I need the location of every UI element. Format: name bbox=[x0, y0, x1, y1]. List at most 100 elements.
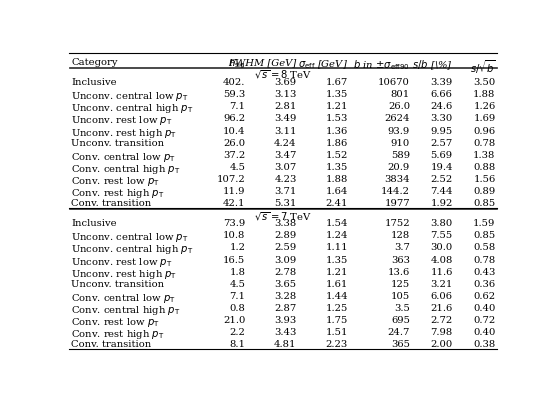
Text: Unconv. rest low $p_{\rm T}$: Unconv. rest low $p_{\rm T}$ bbox=[71, 115, 173, 127]
Text: 3.09: 3.09 bbox=[274, 255, 296, 265]
Text: FWHM [GeV]: FWHM [GeV] bbox=[229, 58, 296, 67]
Text: 9.95: 9.95 bbox=[431, 127, 453, 135]
Text: 11.9: 11.9 bbox=[223, 187, 245, 196]
Text: 0.8: 0.8 bbox=[230, 304, 245, 313]
Text: 3.38: 3.38 bbox=[274, 219, 296, 228]
Text: 3.50: 3.50 bbox=[473, 78, 496, 87]
Text: 7.1: 7.1 bbox=[229, 292, 245, 301]
Text: 21.6: 21.6 bbox=[431, 304, 453, 313]
Text: 1.8: 1.8 bbox=[229, 268, 245, 277]
Text: $b$ in $\pm\sigma_{\rm eff90}$: $b$ in $\pm\sigma_{\rm eff90}$ bbox=[353, 58, 410, 72]
Text: 1.64: 1.64 bbox=[326, 187, 348, 196]
Text: 1.38: 1.38 bbox=[473, 150, 496, 160]
Text: $s/\sqrt{b}$: $s/\sqrt{b}$ bbox=[470, 58, 496, 76]
Text: $n_{\rm sig}$: $n_{\rm sig}$ bbox=[227, 58, 245, 71]
Text: 0.38: 0.38 bbox=[473, 340, 496, 349]
Text: 589: 589 bbox=[391, 150, 410, 160]
Text: 1.35: 1.35 bbox=[326, 90, 348, 99]
Text: 1.86: 1.86 bbox=[326, 139, 348, 148]
Text: 73.9: 73.9 bbox=[223, 219, 245, 228]
Text: 0.89: 0.89 bbox=[473, 187, 496, 196]
Text: 1.35: 1.35 bbox=[326, 255, 348, 265]
Text: Unconv. rest high $p_{\rm T}$: Unconv. rest high $p_{\rm T}$ bbox=[71, 268, 177, 280]
Text: 107.2: 107.2 bbox=[216, 175, 245, 184]
Text: Conv. rest low $p_{\rm T}$: Conv. rest low $p_{\rm T}$ bbox=[71, 175, 160, 188]
Text: 3.71: 3.71 bbox=[274, 187, 296, 196]
Text: 2.2: 2.2 bbox=[230, 328, 245, 337]
Text: 3.07: 3.07 bbox=[274, 163, 296, 172]
Text: 4.24: 4.24 bbox=[274, 139, 296, 148]
Text: 0.85: 0.85 bbox=[473, 232, 496, 240]
Text: 1.51: 1.51 bbox=[326, 328, 348, 337]
Text: 0.78: 0.78 bbox=[473, 255, 496, 265]
Text: 0.96: 0.96 bbox=[474, 127, 496, 135]
Text: 1.92: 1.92 bbox=[431, 199, 453, 208]
Text: Inclusive: Inclusive bbox=[71, 219, 117, 228]
Text: 0.58: 0.58 bbox=[473, 243, 496, 252]
Text: 3.28: 3.28 bbox=[274, 292, 296, 301]
Text: $s/b$ [\%]: $s/b$ [\%] bbox=[412, 58, 453, 71]
Text: 1.52: 1.52 bbox=[326, 150, 348, 160]
Text: Unconv. rest low $p_{\rm T}$: Unconv. rest low $p_{\rm T}$ bbox=[71, 255, 173, 268]
Text: 2.00: 2.00 bbox=[431, 340, 453, 349]
Text: 3.7: 3.7 bbox=[394, 243, 410, 252]
Text: 3.5: 3.5 bbox=[394, 304, 410, 313]
Text: 1.2: 1.2 bbox=[229, 243, 245, 252]
Text: 2.87: 2.87 bbox=[274, 304, 296, 313]
Text: 7.55: 7.55 bbox=[431, 232, 453, 240]
Text: 3.13: 3.13 bbox=[274, 90, 296, 99]
Text: Unconv. rest high $p_{\rm T}$: Unconv. rest high $p_{\rm T}$ bbox=[71, 127, 177, 140]
Text: 0.62: 0.62 bbox=[474, 292, 496, 301]
Text: 6.66: 6.66 bbox=[431, 90, 453, 99]
Text: 1.21: 1.21 bbox=[326, 102, 348, 111]
Text: 1.11: 1.11 bbox=[325, 243, 348, 252]
Text: 3.47: 3.47 bbox=[274, 150, 296, 160]
Text: 16.5: 16.5 bbox=[223, 255, 245, 265]
Text: 0.40: 0.40 bbox=[473, 304, 496, 313]
Text: 1.24: 1.24 bbox=[326, 232, 348, 240]
Text: Conv. central high $p_{\rm T}$: Conv. central high $p_{\rm T}$ bbox=[71, 163, 181, 176]
Text: 5.69: 5.69 bbox=[431, 150, 453, 160]
Text: 1.44: 1.44 bbox=[325, 292, 348, 301]
Text: 144.2: 144.2 bbox=[381, 187, 410, 196]
Text: 21.0: 21.0 bbox=[223, 316, 245, 325]
Text: 10.4: 10.4 bbox=[223, 127, 245, 135]
Text: 3.11: 3.11 bbox=[274, 127, 296, 135]
Text: 4.81: 4.81 bbox=[274, 340, 296, 349]
Text: 26.0: 26.0 bbox=[223, 139, 245, 148]
Text: Unconv. central high $p_{\rm T}$: Unconv. central high $p_{\rm T}$ bbox=[71, 243, 193, 257]
Text: 363: 363 bbox=[391, 255, 410, 265]
Text: 1.75: 1.75 bbox=[326, 316, 348, 325]
Text: Conv. rest low $p_{\rm T}$: Conv. rest low $p_{\rm T}$ bbox=[71, 316, 160, 329]
Text: 6.06: 6.06 bbox=[431, 292, 453, 301]
Text: Conv. transition: Conv. transition bbox=[71, 199, 151, 208]
Text: 2.81: 2.81 bbox=[274, 102, 296, 111]
Text: 2.23: 2.23 bbox=[326, 340, 348, 349]
Text: 59.3: 59.3 bbox=[223, 90, 245, 99]
Text: 2.52: 2.52 bbox=[431, 175, 453, 184]
Text: Conv. central low $p_{\rm T}$: Conv. central low $p_{\rm T}$ bbox=[71, 292, 176, 305]
Text: 5.31: 5.31 bbox=[274, 199, 296, 208]
Text: Unconv. central low $p_{\rm T}$: Unconv. central low $p_{\rm T}$ bbox=[71, 90, 189, 103]
Text: 0.40: 0.40 bbox=[473, 328, 496, 337]
Text: 0.36: 0.36 bbox=[474, 280, 496, 289]
Text: 1.59: 1.59 bbox=[473, 219, 496, 228]
Text: 11.6: 11.6 bbox=[431, 268, 453, 277]
Text: 2.57: 2.57 bbox=[431, 139, 453, 148]
Text: 1.35: 1.35 bbox=[326, 163, 348, 172]
Text: 3.30: 3.30 bbox=[431, 115, 453, 123]
Text: Unconv. central high $p_{\rm T}$: Unconv. central high $p_{\rm T}$ bbox=[71, 102, 193, 115]
Text: 3.43: 3.43 bbox=[274, 328, 296, 337]
Text: 1977: 1977 bbox=[384, 199, 410, 208]
Text: 4.23: 4.23 bbox=[274, 175, 296, 184]
Text: 4.08: 4.08 bbox=[431, 255, 453, 265]
Text: 1.21: 1.21 bbox=[326, 268, 348, 277]
Text: Conv. transition: Conv. transition bbox=[71, 340, 151, 349]
Text: 8.1: 8.1 bbox=[229, 340, 245, 349]
Text: 1.61: 1.61 bbox=[326, 280, 348, 289]
Text: 24.6: 24.6 bbox=[431, 102, 453, 111]
Text: Inclusive: Inclusive bbox=[71, 78, 117, 87]
Text: 910: 910 bbox=[391, 139, 410, 148]
Text: 365: 365 bbox=[391, 340, 410, 349]
Text: 3.39: 3.39 bbox=[431, 78, 453, 87]
